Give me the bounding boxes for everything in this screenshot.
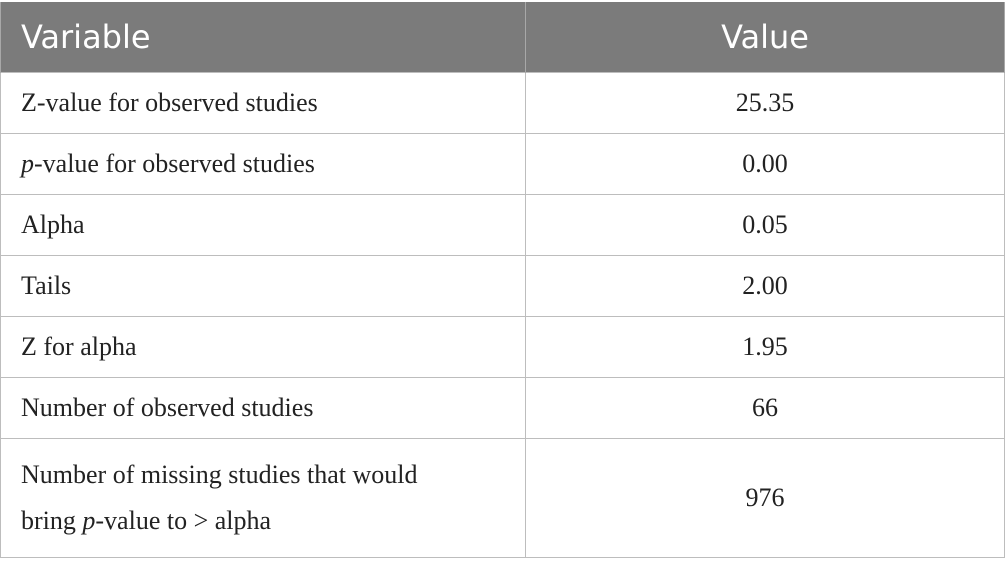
fail-safe-n-table: Variable Value Z-value for observed stud… bbox=[0, 2, 1005, 558]
row-value-tails: 2.00 bbox=[525, 255, 1005, 317]
row-label-z-value: Z-value for observed studies bbox=[0, 72, 526, 134]
row-label-alpha: Alpha bbox=[0, 194, 526, 256]
row-label-observed-studies: Number of observed studies bbox=[0, 377, 526, 439]
table-header: Variable Value bbox=[0, 2, 1005, 73]
row-label-p-value: p-value for observed studies bbox=[0, 133, 526, 195]
label-line2-post: -value to > alpha bbox=[95, 506, 272, 535]
table-row: Number of observed studies 66 bbox=[0, 377, 1005, 439]
italic-p: p bbox=[82, 506, 96, 535]
row-value-observed-studies: 66 bbox=[525, 377, 1005, 439]
header-value: Value bbox=[525, 2, 1005, 73]
table-body: Z-value for observed studies 25.35 p-val… bbox=[0, 72, 1005, 558]
table-row: Tails 2.00 bbox=[0, 255, 1005, 317]
label-rest: -value for observed studies bbox=[34, 149, 315, 178]
row-value-z-for-alpha: 1.95 bbox=[525, 316, 1005, 378]
header-row: Variable Value bbox=[0, 2, 1005, 73]
row-value-z-value: 25.35 bbox=[525, 72, 1005, 134]
row-value-alpha: 0.05 bbox=[525, 194, 1005, 256]
label-line2-pre: bring bbox=[21, 506, 83, 535]
row-label-z-for-alpha: Z for alpha bbox=[0, 316, 526, 378]
row-label-missing-studies: Number of missing studies that would brin… bbox=[0, 438, 526, 558]
header-variable: Variable bbox=[0, 2, 526, 73]
fail-safe-n-table-container: Variable Value Z-value for observed stud… bbox=[0, 2, 1005, 558]
row-value-missing-studies: 976 bbox=[525, 438, 1005, 558]
row-value-p-value: 0.00 bbox=[525, 133, 1005, 195]
table-row: Alpha 0.05 bbox=[0, 194, 1005, 256]
table-row: Z-value for observed studies 25.35 bbox=[0, 72, 1005, 134]
table-row: p-value for observed studies 0.00 bbox=[0, 133, 1005, 195]
table-row: Number of missing studies that would brin… bbox=[0, 438, 1005, 558]
row-label-tails: Tails bbox=[0, 255, 526, 317]
table-row: Z for alpha 1.95 bbox=[0, 316, 1005, 378]
label-line1: Number of missing studies that would bbox=[21, 460, 418, 489]
italic-p: p bbox=[21, 149, 34, 178]
